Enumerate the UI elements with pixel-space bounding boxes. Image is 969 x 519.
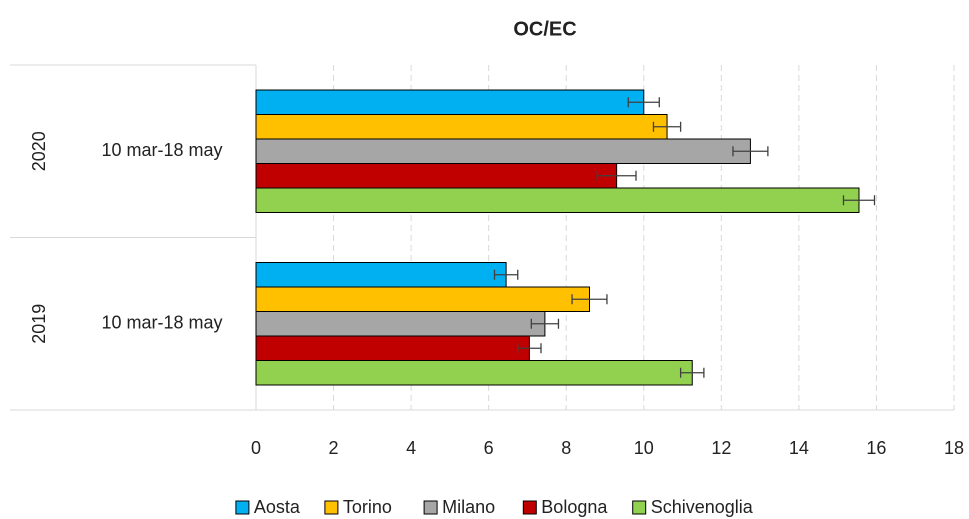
- x-tick-label: 8: [561, 438, 571, 458]
- x-tick-label: 0: [251, 438, 261, 458]
- error-bar: [842, 195, 876, 206]
- error-bar: [571, 294, 608, 305]
- legend-label: Aosta: [254, 497, 301, 517]
- bar: [255, 114, 668, 140]
- legend-swatch: [235, 500, 250, 515]
- bar: [255, 138, 751, 164]
- bar: [255, 360, 693, 386]
- legend-swatch: [324, 500, 339, 515]
- error-bar: [679, 367, 705, 378]
- x-tick-label: 18: [944, 438, 964, 458]
- x-tick-label: 16: [866, 438, 886, 458]
- category-label: 10 mar-18 may: [101, 140, 222, 160]
- error-bar: [596, 170, 637, 181]
- legend-swatch: [423, 500, 438, 515]
- legend-label: Milano: [442, 497, 495, 517]
- error-bar: [652, 121, 682, 132]
- x-tick-label: 2: [329, 438, 339, 458]
- legend-label: Bologna: [541, 497, 608, 517]
- legend-swatch: [632, 500, 647, 515]
- bar: [255, 262, 507, 288]
- bar: [255, 89, 645, 115]
- x-tick-label: 4: [406, 438, 416, 458]
- legend-swatch: [522, 500, 537, 515]
- x-tick-label: 10: [634, 438, 654, 458]
- bar: [255, 286, 590, 312]
- x-tick-label: 14: [789, 438, 809, 458]
- error-bar: [517, 343, 542, 354]
- error-bar: [732, 146, 769, 157]
- bar: [255, 187, 860, 213]
- group-label: 2020: [29, 131, 49, 171]
- legend-label: Torino: [343, 497, 392, 517]
- chart-title: OC/EC: [513, 18, 576, 40]
- bar: [255, 311, 546, 337]
- x-tick-label: 12: [711, 438, 731, 458]
- error-bar: [530, 318, 560, 329]
- category-label: 10 mar-18 may: [101, 313, 222, 333]
- error-bar: [627, 97, 660, 108]
- group-label: 2019: [29, 304, 49, 344]
- legend-label: Schivenoglia: [651, 497, 754, 517]
- x-tick-label: 6: [484, 438, 494, 458]
- bar: [255, 335, 530, 361]
- bar: [255, 163, 618, 189]
- error-bar: [493, 269, 519, 280]
